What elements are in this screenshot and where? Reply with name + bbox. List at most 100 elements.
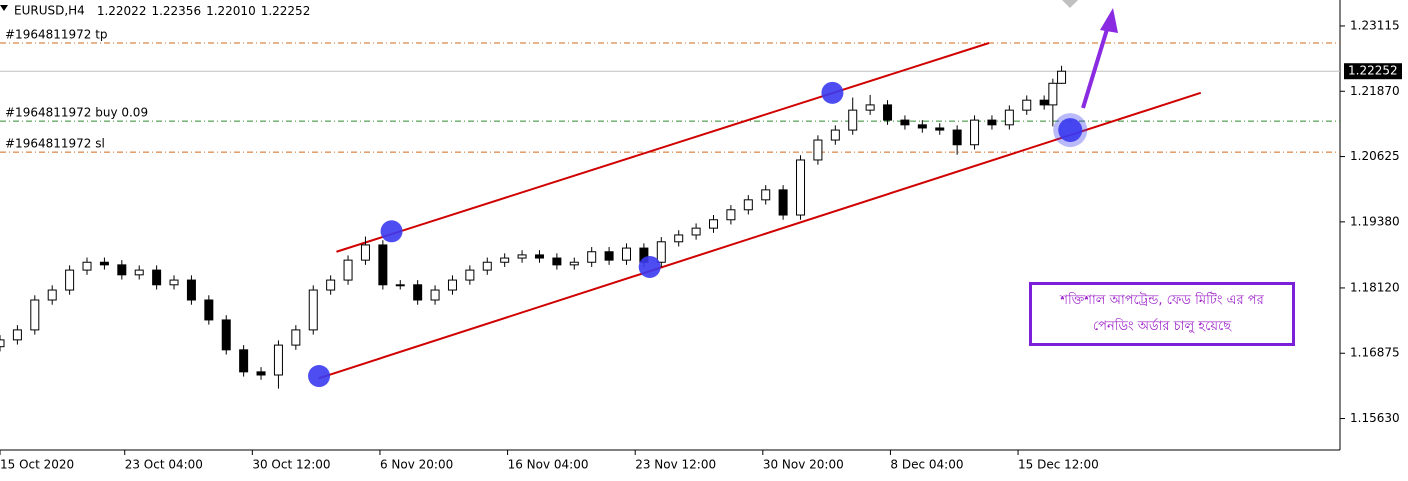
trend-line [318, 91, 1202, 380]
candle-body [47, 289, 57, 301]
touch-point [380, 220, 403, 243]
candle-body [987, 119, 997, 126]
current-price-label: 1.22252 [1348, 64, 1398, 78]
candle-body [917, 124, 927, 129]
candle-body [239, 349, 249, 373]
candle-body [273, 344, 283, 376]
candle-body [830, 129, 840, 141]
y-tick-label: 1.18120 [1350, 280, 1400, 294]
candle-body [169, 279, 179, 286]
order-label: #1964811972 sl [5, 137, 105, 151]
candle-body [1022, 99, 1032, 111]
candle-body [604, 251, 614, 261]
candle-body [134, 269, 144, 276]
candle-body [1004, 109, 1014, 126]
order-label: #1964811972 buy 0.09 [5, 106, 148, 120]
touch-point [638, 255, 661, 278]
candle-body [656, 241, 666, 263]
annotation-line: শক্তিশাল আপট্রেন্ড, ফেড মিটিং এর পর [1060, 293, 1264, 308]
candle-body [204, 299, 214, 321]
candle-body [482, 261, 492, 271]
y-tick-label: 1.15630 [1350, 411, 1400, 425]
candle-body [1039, 99, 1049, 106]
touch-point [308, 365, 331, 388]
candle-body [813, 139, 823, 161]
candle-body [534, 254, 544, 259]
candle-body [430, 289, 440, 301]
candle-body [308, 289, 318, 331]
arrow-shaft [1081, 25, 1110, 109]
touch-point [821, 81, 844, 104]
candle-body [30, 299, 40, 331]
candle-body [865, 104, 875, 111]
candle-body [343, 259, 353, 281]
x-tick-label: 23 Nov 12:00 [635, 458, 716, 472]
candle-body [326, 279, 336, 291]
candle-body [900, 119, 910, 126]
x-tick-label: 15 Dec 12:00 [1018, 458, 1099, 472]
candle-body [65, 269, 75, 291]
x-tick-label: 30 Nov 20:00 [763, 458, 844, 472]
candle-body [1048, 82, 1058, 106]
candle-body [569, 261, 579, 266]
menu-arrow [0, 5, 8, 11]
current-price-box [1344, 63, 1402, 80]
candle-body [256, 371, 266, 376]
candle-body [743, 199, 753, 211]
candle-body [796, 159, 806, 216]
trend-line [336, 42, 990, 253]
x-tick-label: 8 Dec 04:00 [890, 458, 963, 472]
candle-body [360, 244, 370, 261]
ohlc-label: 1.22252 [261, 4, 311, 18]
candle-body [674, 234, 684, 243]
candle-body [378, 244, 388, 286]
candle-body [621, 247, 631, 261]
annotation-line: পেনডিং অর্ডার চালু হয়েছে [1092, 319, 1232, 334]
candle-body [970, 119, 980, 146]
candle-body [0, 339, 5, 348]
candle-body [691, 227, 701, 236]
candle-body [1057, 70, 1067, 84]
candle-body [778, 189, 788, 216]
candle-body [517, 254, 527, 259]
ohlc-label: 1.22022 [97, 4, 147, 18]
candle-body [413, 284, 423, 301]
chart-title: EURUSD,H4 1.22022 1.22356 1.22010 1.22252 [14, 4, 310, 18]
candle-body [883, 104, 893, 121]
touch-point [1058, 118, 1083, 143]
x-tick-label: 16 Nov 04:00 [508, 458, 589, 472]
y-tick-label: 1.19380 [1350, 214, 1400, 228]
candle-body [726, 209, 736, 221]
annotation-box: শক্তিশাল আপট্রেন্ড, ফেড মিটিং এর পর পেনড… [1029, 282, 1295, 346]
y-tick-label: 1.21870 [1350, 84, 1400, 98]
candle-body [221, 319, 231, 351]
ohlc-label: 1.22356 [151, 4, 201, 18]
candle-body [12, 329, 22, 341]
candle-body [465, 269, 475, 281]
x-tick-label: 30 Oct 12:00 [252, 458, 330, 472]
x-tick-label: 6 Nov 20:00 [380, 458, 453, 472]
y-tick-label: 1.16875 [1350, 346, 1400, 360]
order-label: #1964811972 tp [5, 28, 108, 42]
candle-body [500, 257, 510, 263]
arrow-head [1100, 8, 1118, 33]
candle-body [587, 251, 597, 263]
shift-marker [1062, 0, 1078, 8]
candle-body [709, 219, 719, 229]
y-tick-label: 1.20625 [1350, 149, 1400, 163]
ohlc-label: 1.22010 [206, 4, 256, 18]
x-tick-label: 23 Oct 04:00 [125, 458, 203, 472]
candle-body [447, 279, 457, 291]
candle-body [952, 129, 962, 146]
candle-body [935, 127, 945, 131]
candle-body [395, 284, 405, 287]
x-tick-label: 15 Oct 2020 [0, 458, 74, 472]
candle-body [117, 264, 127, 276]
candle-body [552, 257, 562, 266]
y-tick-label: 1.23115 [1350, 18, 1400, 32]
candle-body [82, 261, 92, 271]
candle-body [99, 261, 109, 266]
candle-body [761, 189, 771, 201]
